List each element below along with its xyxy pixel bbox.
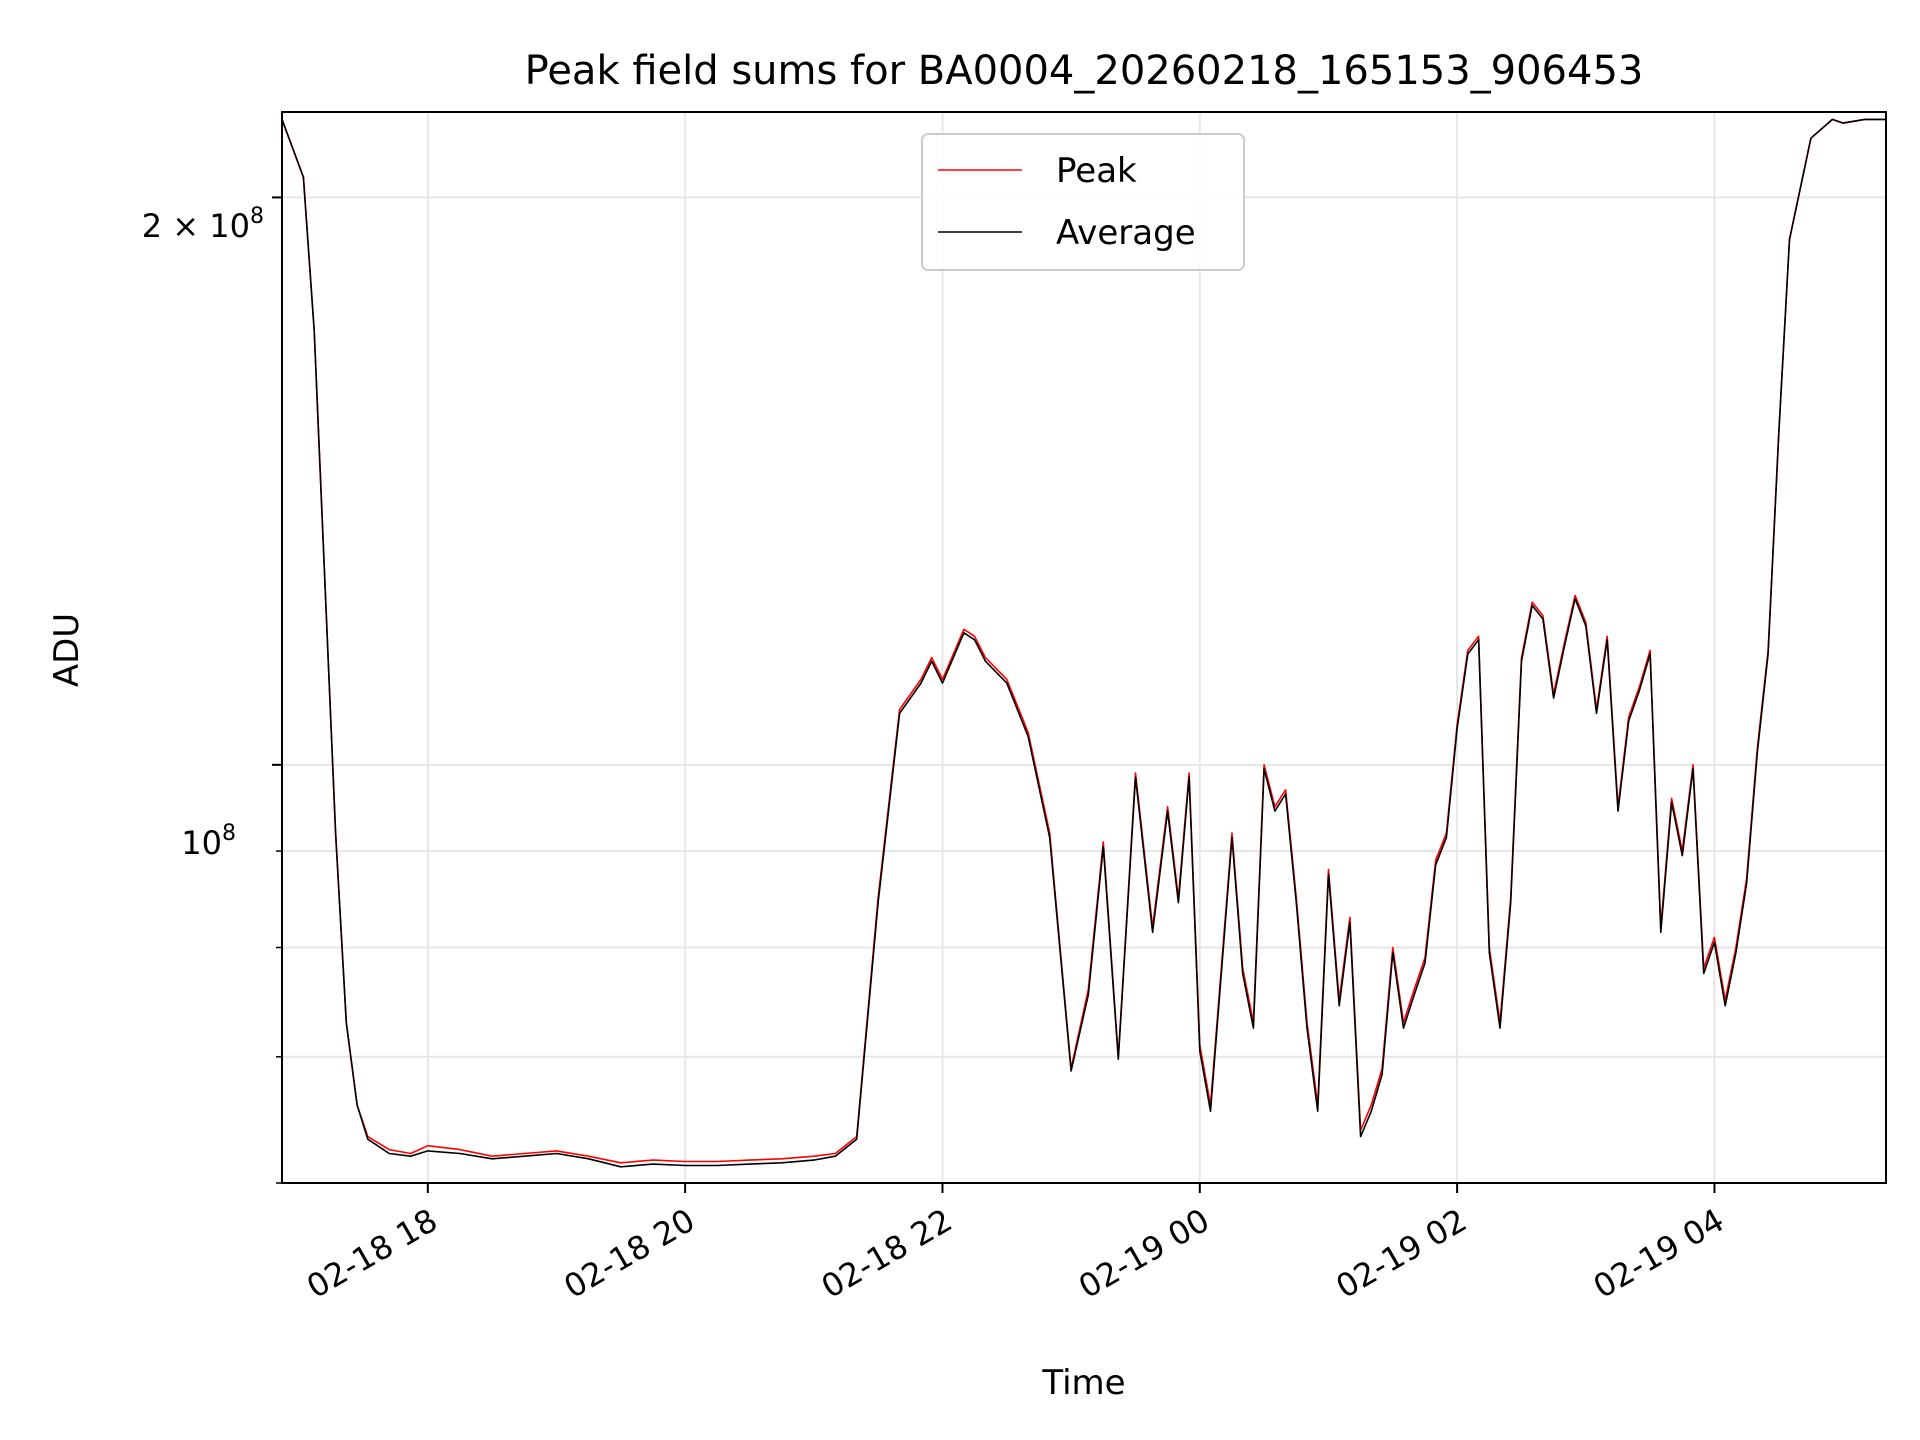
y-tick-label-2e8: 2 × 108	[142, 204, 264, 245]
legend: Peak Average	[921, 133, 1245, 271]
x-tick-label: 02-19 00	[1072, 1201, 1216, 1306]
x-tick-label: 02-18 22	[815, 1201, 959, 1306]
x-axis: 02-18 18 02-18 20 02-18 22 02-19 00 02-19 02…	[300, 1183, 1730, 1306]
x-axis-title: Time	[1041, 1363, 1125, 1403]
grid	[282, 112, 1886, 1184]
x-tick-label: 02-19 04	[1587, 1201, 1731, 1306]
chart-title: Peak field sums for BA0004_20260218_1651…	[525, 48, 1644, 94]
series-line-peak	[281, 118, 1886, 1164]
legend-label-peak: Peak	[1056, 151, 1137, 191]
y-axis-title: ADU	[47, 613, 87, 687]
series-line-average	[281, 118, 1886, 1168]
plot-frame	[281, 111, 1887, 1184]
y-axis	[272, 196, 282, 1184]
series-layer	[281, 118, 1886, 1168]
y-tick-label-1e8: 108	[181, 821, 236, 862]
x-tick-label: 02-18 18	[300, 1201, 444, 1306]
y-major-labels: 108 2 × 108	[142, 204, 264, 862]
x-tick-label: 02-19 02	[1330, 1201, 1474, 1306]
x-tick-label: 02-18 20	[558, 1201, 702, 1306]
legend-label-average: Average	[1056, 213, 1196, 253]
legend-box	[921, 133, 1245, 271]
